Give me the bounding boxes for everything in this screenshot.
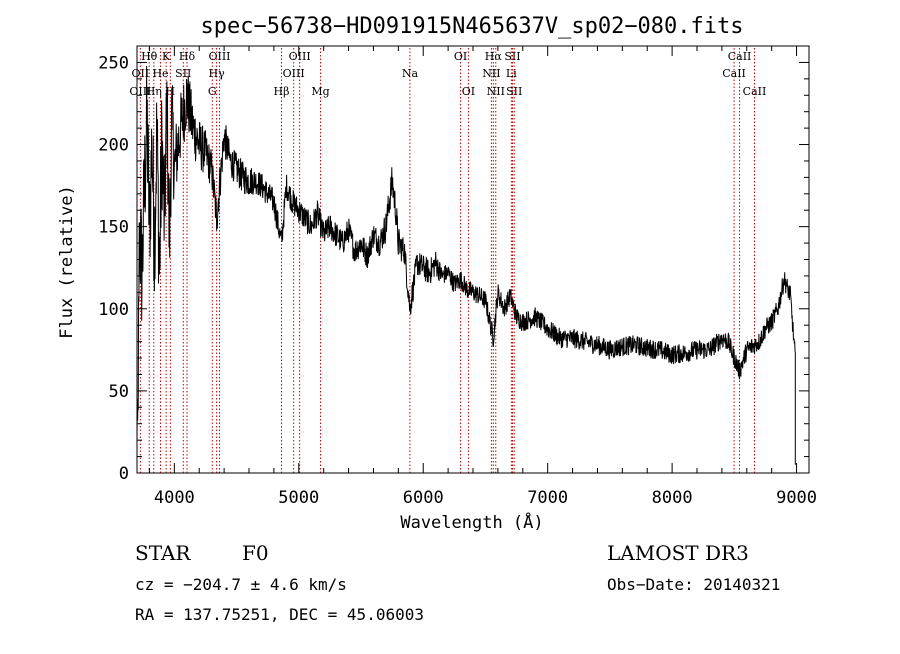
- y-tick-label: 0: [119, 464, 129, 484]
- spectral-line-label: Hα: [485, 50, 503, 63]
- sky-coordinates: RA = 137.75251, DEC = 45.06003: [135, 605, 424, 624]
- spectral-line-label: K: [162, 50, 171, 63]
- spectral-line-label: OII: [132, 67, 150, 80]
- spectral-line-label: G: [208, 85, 217, 98]
- spectral-line-label: He: [152, 67, 168, 80]
- x-tick-label: 8000: [652, 488, 693, 508]
- y-tick-label: 50: [109, 382, 129, 402]
- spectral-line-label: Hη: [146, 85, 162, 98]
- observation-date: Obs−Date: 20140321: [607, 575, 780, 594]
- spectral-line-label: OIII: [208, 50, 230, 63]
- x-tick-label: 5000: [278, 488, 319, 508]
- spectrum-series-line: [136, 65, 796, 465]
- x-axis-label: Wavelength (Å): [400, 511, 543, 533]
- spectral-line-label: Hγ: [209, 67, 226, 80]
- spectral-line-label: CaII: [728, 50, 752, 63]
- spectral-line-label: SII: [175, 67, 191, 80]
- x-tick-label: 4000: [154, 488, 195, 508]
- spectral-line-label: OIII: [289, 50, 311, 63]
- y-tick-label: 250: [98, 53, 129, 73]
- spectral-line-label: OI: [462, 85, 475, 98]
- spectral-line-label: CaII: [722, 67, 746, 80]
- y-tick-label: 100: [98, 300, 129, 320]
- object-class: STAR: [135, 541, 191, 565]
- x-tick-label: 9000: [776, 488, 817, 508]
- spectral-line-label: SII: [506, 85, 522, 98]
- spectral-line-label: Na: [402, 67, 419, 80]
- spectral-line-markers: [139, 48, 755, 473]
- spectral-line-label: OIII: [283, 67, 305, 80]
- spectral-line-label: OI: [454, 50, 467, 63]
- redshift-cz: cz = −204.7 ± 4.6 km/s: [135, 575, 347, 594]
- plot-frame: [136, 45, 810, 474]
- spectral-line-label: SII: [504, 50, 520, 63]
- spectral-line-label: NII: [487, 85, 505, 98]
- y-tick-label: 200: [98, 136, 129, 156]
- spectral-line-label: H: [166, 85, 176, 98]
- axis-ticks: 4000 5000 6000 7000 8000 9000 0 50 100 150 200 250: [98, 46, 817, 508]
- survey-name: LAMOST DR3: [607, 541, 749, 565]
- spectral-subclass: F0: [242, 541, 269, 565]
- spectral-line-label: OIII: [129, 85, 151, 98]
- spectral-line-label: Hδ: [179, 50, 196, 63]
- spectral-line-label: CaII: [743, 85, 767, 98]
- x-tick-label: 7000: [527, 488, 568, 508]
- spectral-line-label: Li: [506, 67, 517, 80]
- spectral-line-label: Hβ: [274, 85, 290, 98]
- x-tick-label: 6000: [403, 488, 444, 508]
- chart-title: spec−56738−HD091915N465637V_sp02−080.fit…: [200, 14, 743, 39]
- spectral-line-label: Mg: [311, 85, 329, 98]
- spectral-line-label: NII: [482, 67, 500, 80]
- y-axis-label: Flux (relative): [57, 185, 77, 339]
- y-tick-label: 150: [98, 218, 129, 238]
- spectral-line-label: Hθ: [141, 50, 158, 63]
